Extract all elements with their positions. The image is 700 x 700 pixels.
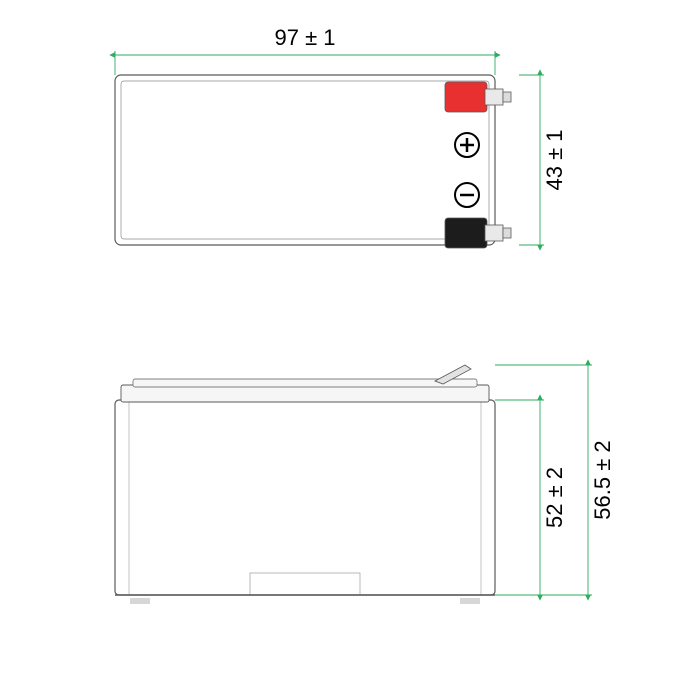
side-view (115, 365, 495, 604)
battery-dimension-diagram: 97 ± 1 43 ± 1 52 ± 2 56.5 ± 2 (0, 0, 700, 700)
dimension-label: 56.5 ± 2 (590, 440, 615, 519)
positive-terminal (445, 82, 487, 112)
dimension-label: 52 ± 2 (542, 467, 567, 528)
dimension-label: 97 ± 1 (274, 25, 335, 50)
negative-terminal (445, 218, 487, 248)
top-view (115, 75, 511, 248)
dimension-label: 43 ± 1 (542, 129, 567, 190)
